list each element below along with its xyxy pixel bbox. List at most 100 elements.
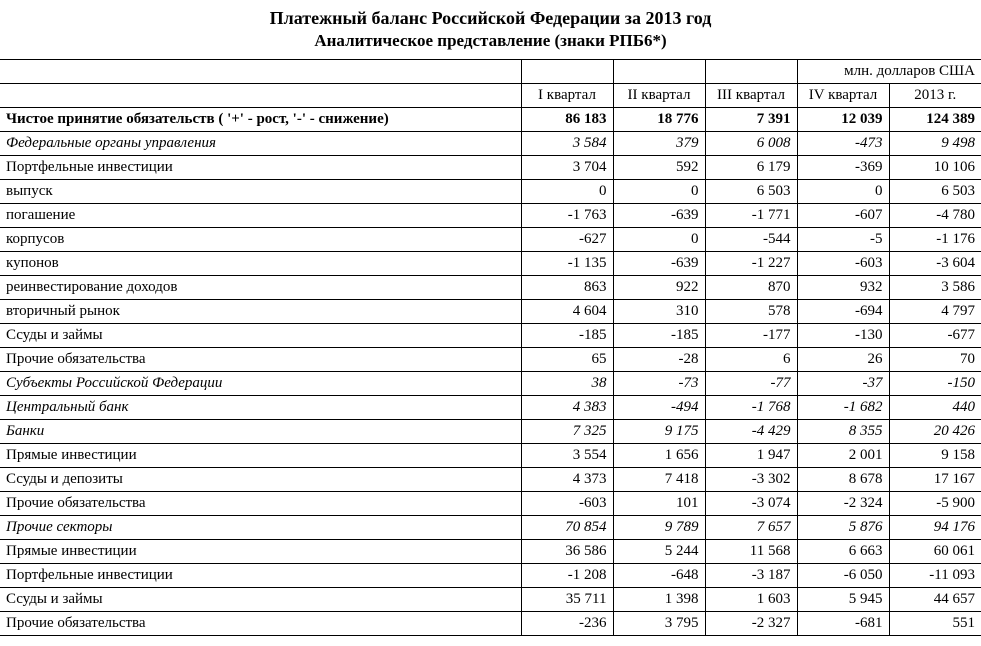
cell-q2: 592: [613, 156, 705, 180]
table-row: Ссуды и займы-185-185-177-130-677: [0, 324, 981, 348]
cell-q3: -1 768: [705, 396, 797, 420]
cell-q2: -648: [613, 564, 705, 588]
cell-q2: -28: [613, 348, 705, 372]
cell-q2: 922: [613, 276, 705, 300]
row-label: Ссуды и займы: [0, 588, 521, 612]
cell-q4: -37: [797, 372, 889, 396]
cell-q4: 2 001: [797, 444, 889, 468]
cell-year: -150: [889, 372, 981, 396]
cell-q3: -2 327: [705, 612, 797, 636]
row-label: Центральный банк: [0, 396, 521, 420]
cell-q3: -3 074: [705, 492, 797, 516]
title-line-1: Платежный баланс Российской Федерации за…: [0, 6, 981, 30]
table-row: Ссуды и займы35 7111 3981 6035 94544 657: [0, 588, 981, 612]
cell-q4: 8 355: [797, 420, 889, 444]
cell-q1: -185: [521, 324, 613, 348]
unit-row: млн. долларов США: [0, 60, 981, 84]
cell-q2: 5 244: [613, 540, 705, 564]
col-head-year: 2013 г.: [889, 84, 981, 108]
cell-q2: 18 776: [613, 108, 705, 132]
cell-year: -3 604: [889, 252, 981, 276]
cell-year: 551: [889, 612, 981, 636]
cell-year: 70: [889, 348, 981, 372]
row-label: Прямые инвестиции: [0, 444, 521, 468]
cell-q4: 5 876: [797, 516, 889, 540]
cell-q3: -1 227: [705, 252, 797, 276]
cell-year: -1 176: [889, 228, 981, 252]
col-head-q2: II квартал: [613, 84, 705, 108]
cell-q1: 863: [521, 276, 613, 300]
unit-blank-q2: [613, 60, 705, 84]
cell-q4: -5: [797, 228, 889, 252]
cell-q4: 6 663: [797, 540, 889, 564]
row-label: Субъекты Российской Федерации: [0, 372, 521, 396]
cell-q1: 36 586: [521, 540, 613, 564]
cell-year: 17 167: [889, 468, 981, 492]
table-row: вторичный рынок4 604310578-6944 797: [0, 300, 981, 324]
cell-q1: 70 854: [521, 516, 613, 540]
cell-q3: -3 302: [705, 468, 797, 492]
col-head-q3: III квартал: [705, 84, 797, 108]
table-row: выпуск006 50306 503: [0, 180, 981, 204]
unit-blank-q3: [705, 60, 797, 84]
cell-q3: 870: [705, 276, 797, 300]
cell-q2: 3 795: [613, 612, 705, 636]
cell-q2: -639: [613, 204, 705, 228]
unit-blank-q1: [521, 60, 613, 84]
row-label: корпусов: [0, 228, 521, 252]
cell-q1: 35 711: [521, 588, 613, 612]
row-label: Прямые инвестиции: [0, 540, 521, 564]
col-head-blank: [0, 84, 521, 108]
title-line-2: Аналитическое представление (знаки РПБ6*…: [0, 30, 981, 53]
table-row: Субъекты Российской Федерации38-73-77-37…: [0, 372, 981, 396]
cell-q1: -603: [521, 492, 613, 516]
cell-q3: 1 947: [705, 444, 797, 468]
cell-q1: 3 554: [521, 444, 613, 468]
cell-q2: 7 418: [613, 468, 705, 492]
cell-q3: -544: [705, 228, 797, 252]
row-label: Ссуды и депозиты: [0, 468, 521, 492]
row-label: вторичный рынок: [0, 300, 521, 324]
cell-q1: 38: [521, 372, 613, 396]
row-label: погашение: [0, 204, 521, 228]
cell-q2: 310: [613, 300, 705, 324]
unit-label: млн. долларов США: [797, 60, 981, 84]
cell-q4: 26: [797, 348, 889, 372]
cell-q2: 9 789: [613, 516, 705, 540]
table-row: купонов-1 135-639-1 227-603-3 604: [0, 252, 981, 276]
cell-q4: -130: [797, 324, 889, 348]
table-row: Прямые инвестиции36 5865 24411 5686 6636…: [0, 540, 981, 564]
row-label: Федеральные органы управления: [0, 132, 521, 156]
table-row: Центральный банк4 383-494-1 768-1 682440: [0, 396, 981, 420]
cell-q4: 932: [797, 276, 889, 300]
cell-year: 44 657: [889, 588, 981, 612]
row-label: Прочие обязательства: [0, 612, 521, 636]
cell-q3: 578: [705, 300, 797, 324]
cell-q4: -1 682: [797, 396, 889, 420]
table-row: Ссуды и депозиты4 3737 418-3 3028 67817 …: [0, 468, 981, 492]
table-row: корпусов-6270-544-5-1 176: [0, 228, 981, 252]
table-row: Чистое принятие обязательств ( '+' - рос…: [0, 108, 981, 132]
cell-q1: 4 383: [521, 396, 613, 420]
cell-q2: 1 398: [613, 588, 705, 612]
table-row: Федеральные органы управления3 5843796 0…: [0, 132, 981, 156]
cell-q1: -1 208: [521, 564, 613, 588]
cell-q4: -6 050: [797, 564, 889, 588]
page: Платежный баланс Российской Федерации за…: [0, 0, 981, 646]
cell-q4: -473: [797, 132, 889, 156]
cell-q3: -3 187: [705, 564, 797, 588]
cell-q3: -1 771: [705, 204, 797, 228]
cell-year: 20 426: [889, 420, 981, 444]
cell-year: 9 158: [889, 444, 981, 468]
col-head-q1: I квартал: [521, 84, 613, 108]
row-label: Портфельные инвестиции: [0, 156, 521, 180]
cell-q2: -73: [613, 372, 705, 396]
cell-q4: 5 945: [797, 588, 889, 612]
cell-q1: 3 704: [521, 156, 613, 180]
row-label: купонов: [0, 252, 521, 276]
cell-year: -5 900: [889, 492, 981, 516]
table-row: Портфельные инвестиции-1 208-648-3 187-6…: [0, 564, 981, 588]
cell-q2: -494: [613, 396, 705, 420]
cell-year: 94 176: [889, 516, 981, 540]
table-row: Прочие секторы70 8549 7897 6575 87694 17…: [0, 516, 981, 540]
